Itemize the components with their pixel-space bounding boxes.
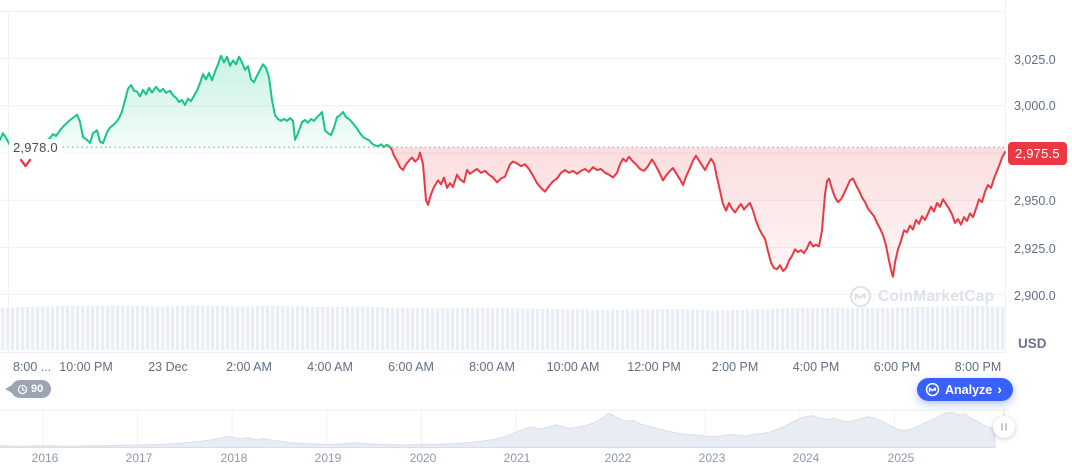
y-axis-tick: 3,000.0: [1014, 99, 1056, 113]
x-axis-tick: 6:00 PM: [873, 360, 921, 374]
watermark-text: CoinMarketCap: [878, 287, 995, 305]
drag-handle-icon: [1005, 423, 1008, 431]
cmc-logo-icon: [925, 382, 940, 397]
clock-history-icon: [17, 384, 28, 395]
navigator-year-tick: 2017: [125, 451, 153, 465]
x-axis-tick: 8:00 AM: [469, 360, 515, 374]
navigator-year-tick: 2018: [220, 451, 248, 465]
navigator-year-tick: 2016: [31, 451, 59, 465]
chevron-right-icon: ›: [997, 381, 1002, 397]
current-price-badge: 2,975.5: [1008, 142, 1067, 165]
x-axis-tick: 2:00 AM: [226, 360, 272, 374]
x-axis-tick: 2:00 PM: [711, 360, 759, 374]
navigator-year-tick: 2021: [503, 451, 531, 465]
watermark: CoinMarketCap: [849, 285, 994, 308]
y-axis-tick: 3,025.0: [1014, 53, 1056, 67]
volume-bars: [1, 305, 1005, 350]
history-period-badge[interactable]: 90: [4, 380, 52, 398]
x-axis-tick: 8:00 PM: [954, 360, 1002, 374]
x-axis-tick: 6:00 AM: [388, 360, 434, 374]
y-axis-tick: 2,925.0: [1014, 242, 1056, 256]
navigator-area: [0, 412, 996, 448]
x-axis-tick: 23 Dec: [148, 360, 188, 374]
x-axis-tick: 10:00 AM: [546, 360, 600, 374]
navigator-drag-handle[interactable]: [993, 416, 1015, 438]
navigator-year-tick: 2020: [409, 451, 437, 465]
usd-unit-label: USD: [1018, 336, 1047, 351]
x-axis-tick: 10:00 PM: [59, 360, 113, 374]
navigator-year-tick: 2025: [887, 451, 915, 465]
price-line-down: [10, 147, 1006, 278]
navigator-year-tick: 2024: [792, 451, 820, 465]
y-axis-tick: 2,900.0: [1014, 289, 1056, 303]
price-chart-canvas[interactable]: [0, 0, 1006, 353]
range-navigator[interactable]: [0, 409, 1010, 450]
history-period-value: 90: [31, 383, 44, 395]
x-axis-tick: 12:00 PM: [627, 360, 681, 374]
navigator-year-tick: 2023: [698, 451, 726, 465]
navigator-year-tick: 2019: [314, 451, 342, 465]
price-line-up: [0, 54, 392, 148]
area-down: [12, 147, 1005, 277]
sell-marker-icon: [19, 158, 32, 168]
navigator-year-tick: 2022: [604, 451, 632, 465]
x-axis-tick: 4:00 PM: [792, 360, 840, 374]
analyze-label: Analyze: [945, 382, 993, 397]
area-up: [0, 55, 1005, 148]
x-axis-tick: 8:00 ...: [13, 360, 52, 374]
drag-handle-icon: [1000, 423, 1003, 431]
x-axis-tick: 4:00 AM: [307, 360, 353, 374]
y-axis-tick: 2,950.0: [1014, 194, 1056, 208]
analyze-button[interactable]: Analyze ›: [917, 378, 1013, 401]
coinmarketcap-logo-icon: [849, 285, 872, 308]
baseline-price-label: 2,978.0: [9, 139, 62, 156]
